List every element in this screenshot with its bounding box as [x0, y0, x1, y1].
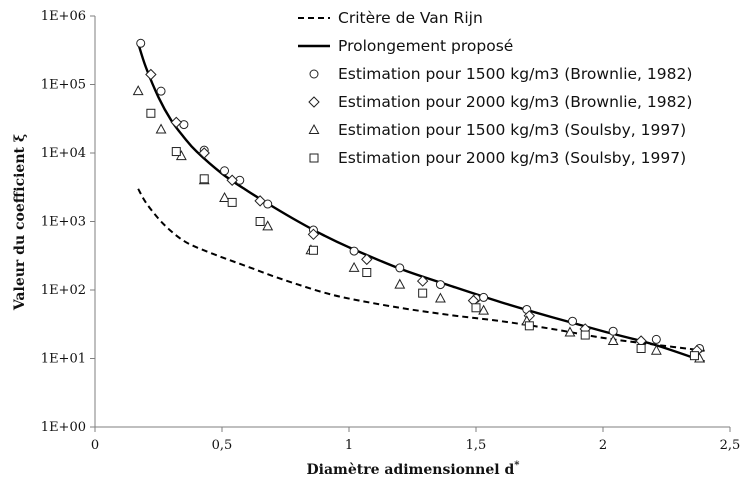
tick-labels: 1E+00 1E+01 1E+02 1E+03 1E+04 1E+05 1E+06 0 0,5 1… — [41, 9, 741, 453]
y-tick-label: 1E+05 — [41, 78, 86, 93]
data-point — [608, 326, 618, 336]
legend-marker-swatch — [309, 153, 319, 163]
data-point — [220, 166, 230, 176]
legend-marker-swatch — [309, 69, 319, 79]
legend-item: Estimation pour 1500 kg/m3 (Soulsby, 199… — [308, 121, 686, 139]
data-point — [226, 174, 238, 186]
data-point — [650, 344, 662, 355]
legend-label: Estimation pour 1500 kg/m3 (Soulsby, 199… — [338, 121, 686, 139]
data-point — [156, 86, 166, 96]
data-point — [255, 217, 265, 226]
data-point — [435, 280, 445, 290]
data-point — [198, 147, 210, 159]
data-point — [199, 174, 209, 184]
legend-marker-swatch — [308, 123, 320, 134]
data-point — [348, 261, 360, 272]
x-tick-label: 0,5 — [212, 438, 233, 453]
data-point — [155, 123, 167, 134]
y-tick-label: 1E+04 — [41, 146, 86, 161]
data-point — [524, 321, 534, 331]
series-line — [137, 42, 705, 363]
data-point — [308, 245, 318, 255]
data-point — [219, 191, 230, 203]
legend-marker-swatch — [308, 96, 320, 108]
x-tick-label: 1 — [345, 438, 353, 453]
data-point — [689, 351, 699, 361]
legend-label: Estimation pour 1500 kg/m3 (Brownlie, 19… — [338, 65, 692, 83]
series-estimation-pour-2000-kg-m3-soulsby-1997 — [146, 108, 699, 361]
legend-item: Estimation pour 1500 kg/m3 (Brownlie, 19… — [309, 65, 692, 83]
data-point — [254, 195, 266, 207]
data-point — [636, 343, 646, 353]
series-estimation-pour-1500-kg-m3-brownlie-1982 — [136, 38, 705, 353]
data-point — [471, 303, 481, 313]
legend-item: Estimation pour 2000 kg/m3 (Soulsby, 199… — [309, 149, 686, 167]
x-axis-label: Diamètre adimensionnel d* — [307, 460, 521, 478]
data-point — [136, 38, 146, 48]
legend-label: Estimation pour 2000 kg/m3 (Soulsby, 199… — [338, 149, 686, 167]
y-axis-label: Valeur du coefficient ξ — [12, 134, 28, 311]
data-point — [263, 199, 273, 209]
data-point — [395, 263, 405, 273]
y-tick-label: 1E+02 — [41, 283, 86, 298]
y-tick-label: 1E+06 — [41, 9, 86, 24]
series-prolongement-propos — [137, 42, 705, 363]
data-point — [394, 278, 406, 289]
legend-label: Critère de Van Rijn — [338, 9, 483, 27]
data-point — [564, 326, 576, 337]
y-tick-label: 1E+00 — [41, 420, 86, 435]
legend-label: Prolongement proposé — [338, 37, 513, 55]
x-tick-label: 0 — [91, 438, 99, 453]
y-tick-label: 1E+03 — [41, 215, 86, 230]
x-tick-label: 1,5 — [466, 438, 487, 453]
data-point — [179, 120, 189, 130]
data-point — [227, 197, 237, 207]
legend-item: Estimation pour 2000 kg/m3 (Brownlie, 19… — [308, 93, 692, 111]
legend-item: Critère de Van Rijn — [298, 9, 483, 27]
x-tick-label: 2 — [599, 438, 607, 453]
data-point — [651, 334, 661, 344]
legend-item: Prolongement proposé — [298, 37, 513, 55]
series-estimation-pour-2000-kg-m3-brownlie-1982 — [145, 68, 703, 357]
data-point — [146, 108, 156, 118]
legend-label: Estimation pour 2000 kg/m3 (Brownlie, 19… — [338, 93, 692, 111]
data-point — [132, 85, 144, 96]
plot-area — [132, 38, 705, 363]
y-tick-label: 1E+01 — [41, 352, 86, 367]
data-point — [607, 334, 619, 346]
data-point — [349, 246, 359, 256]
series-crit-re-de-van-rijn — [137, 188, 705, 352]
data-point — [362, 268, 372, 278]
data-point — [478, 304, 490, 315]
data-point — [171, 147, 181, 157]
data-point — [568, 316, 578, 326]
data-point — [435, 292, 446, 303]
data-point — [361, 253, 373, 266]
data-point — [262, 220, 274, 231]
legend: Critère de Van Rijn Prolongement proposé E… — [298, 9, 692, 167]
data-point — [418, 288, 428, 298]
data-point — [580, 330, 590, 340]
data-point — [170, 116, 182, 129]
data-point — [307, 228, 320, 241]
data-point — [479, 292, 489, 302]
data-point — [145, 68, 157, 81]
data-point — [416, 275, 429, 287]
x-tick-label: 2,5 — [720, 438, 741, 453]
series-line — [137, 188, 705, 352]
